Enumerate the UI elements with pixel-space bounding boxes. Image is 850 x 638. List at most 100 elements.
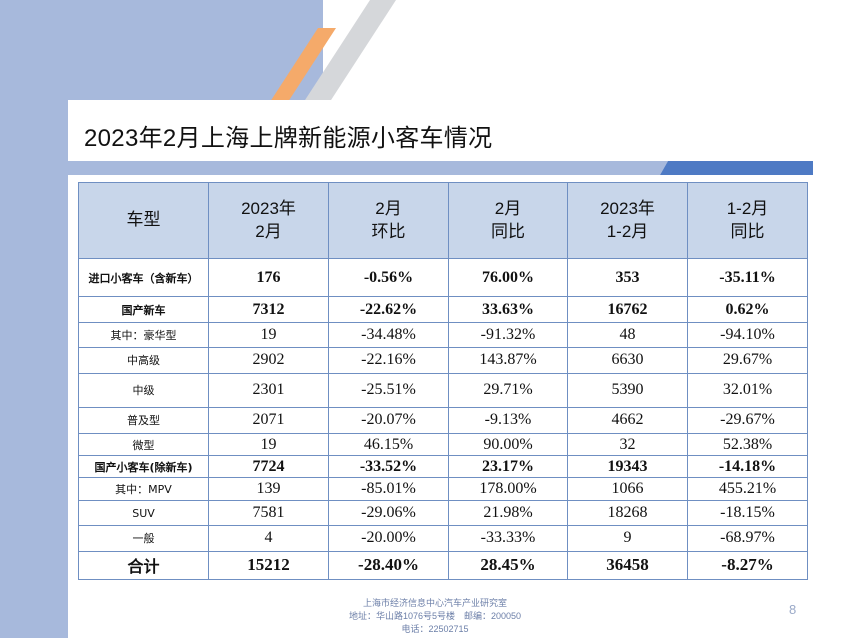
row-label: 普及型 [78,406,209,435]
table-cell: -20.07% [328,406,449,435]
table-cell: -68.97% [687,524,808,552]
left-decor-band [0,0,68,638]
table-cell: 36458 [567,550,688,581]
table-cell: 178.00% [448,477,568,502]
row-label: 进口小客车（含新车） [78,257,209,298]
row-label: 合计 [78,550,209,581]
title-underline-bar [68,161,813,175]
table-cell: 9 [567,524,688,552]
table-cell: 21.98% [448,500,568,526]
table-row: 中级 2301 -25.51% 29.71% 5390 32.01% [78,372,808,408]
table-row: 中高级 2902 -22.16% 143.87% 6630 29.67% [78,346,808,374]
table-cell: -91.32% [448,322,568,348]
table-cell: 76.00% [448,257,568,298]
row-label: 一般 [78,524,209,552]
table-cell: 7724 [208,455,329,479]
header-cell-feb-2023: 2023年 2月 [208,182,329,259]
table-cell: 5390 [567,372,688,408]
table-row: 一般 4 -20.00% -33.33% 9 -68.97% [78,524,808,552]
table-cell: -18.15% [687,500,808,526]
row-label: 国产新车 [78,296,209,324]
table-row: 其中：MPV 139 -85.01% 178.00% 1066 455.21% [78,477,808,502]
table-cell: 6630 [567,346,688,374]
table-cell: 90.00% [448,433,568,457]
table-cell: 139 [208,477,329,502]
table-row: 进口小客车（含新车） 176 -0.56% 76.00% 353 -35.11% [78,257,808,298]
footer-phone: 电话：22502715 [401,624,469,634]
table-cell: -33.52% [328,455,449,479]
header-cell-model: 车型 [78,182,209,259]
table-cell: 1066 [567,477,688,502]
table-cell: -8.27% [687,550,808,581]
table-cell: 2902 [208,346,329,374]
table-cell: 48 [567,322,688,348]
table-cell: 18268 [567,500,688,526]
table-cell: 23.17% [448,455,568,479]
table-cell: 29.71% [448,372,568,408]
table-cell: 0.62% [687,296,808,324]
row-label: 中级 [78,372,209,408]
table-cell: -22.16% [328,346,449,374]
table-cell: 4 [208,524,329,552]
table-cell: -33.33% [448,524,568,552]
row-label: 其中：MPV [78,477,209,502]
data-table: 车型 2023年 2月 2月 环比 2月 同比 2023年 1-2月 1-2月 同比 进口… [78,182,808,581]
table-cell: 143.87% [448,346,568,374]
table-row-total: 合计 15212 -28.40% 28.45% 36458 -8.27% [78,550,808,581]
table-cell: 32.01% [687,372,808,408]
table-row: 微型 19 46.15% 90.00% 32 52.38% [78,433,808,457]
row-label: 微型 [78,433,209,457]
table-cell: -0.56% [328,257,449,298]
footer-address: 地址：华山路1076号5号楼 邮编：200050 [348,611,522,621]
header-cell-feb-yoy: 2月 同比 [448,182,568,259]
table-cell: -29.06% [328,500,449,526]
table-cell: -9.13% [448,406,568,435]
table-cell: 455.21% [687,477,808,502]
table-cell: 29.67% [687,346,808,374]
table-cell: -20.00% [328,524,449,552]
table-cell: -22.62% [328,296,449,324]
table-cell: 7312 [208,296,329,324]
table-row: 普及型 2071 -20.07% -9.13% 4662 -29.67% [78,406,808,435]
table-cell: 33.63% [448,296,568,324]
table-row: SUV 7581 -29.06% 21.98% 18268 -18.15% [78,500,808,526]
table-cell: -28.40% [328,550,449,581]
header-cell-jan-feb-yoy: 1-2月 同比 [687,182,808,259]
table-cell: 353 [567,257,688,298]
table-cell: -35.11% [687,257,808,298]
header-cell-jan-feb-2023: 2023年 1-2月 [567,182,688,259]
table-cell: 4662 [567,406,688,435]
row-label: 国产小客车(除新车) [78,455,209,479]
table-cell: 52.38% [687,433,808,457]
table-row: 国产新车 7312 -22.62% 33.63% 16762 0.62% [78,296,808,324]
page-number: 8 [789,602,797,617]
table-row: 其中：豪华型 19 -34.48% -91.32% 48 -94.10% [78,322,808,348]
table-cell: -94.10% [687,322,808,348]
table-cell: -85.01% [328,477,449,502]
table-cell: 7581 [208,500,329,526]
header-cell-feb-mom: 2月 环比 [328,182,449,259]
table-cell: 176 [208,257,329,298]
footer-organization: 上海市经济信息中心汽车产业研究室 [362,598,507,608]
table-cell: -25.51% [328,372,449,408]
table-cell: 19343 [567,455,688,479]
row-label: 中高级 [78,346,209,374]
slide-title: 2023年2月上海上牌新能源小客车情况 [84,125,493,152]
table-cell: -14.18% [687,455,808,479]
row-label: 其中：豪华型 [78,322,209,348]
table-cell: 19 [208,433,329,457]
table-cell: 46.15% [328,433,449,457]
table-cell: -29.67% [687,406,808,435]
slide-footer: 上海市经济信息中心汽车产业研究室 地址：华山路1076号5号楼 邮编：20005… [320,597,550,636]
table-cell: 2071 [208,406,329,435]
table-cell: 28.45% [448,550,568,581]
table-cell: 2301 [208,372,329,408]
table-cell: 32 [567,433,688,457]
table-row: 国产小客车(除新车) 7724 -33.52% 23.17% 19343 -14… [78,455,808,479]
table-cell: 16762 [567,296,688,324]
table-cell: 19 [208,322,329,348]
table-cell: -34.48% [328,322,449,348]
table-cell: 15212 [208,550,329,581]
row-label: SUV [78,500,209,526]
table-header-row: 车型 2023年 2月 2月 环比 2月 同比 2023年 1-2月 1-2月 同比 [78,182,808,259]
